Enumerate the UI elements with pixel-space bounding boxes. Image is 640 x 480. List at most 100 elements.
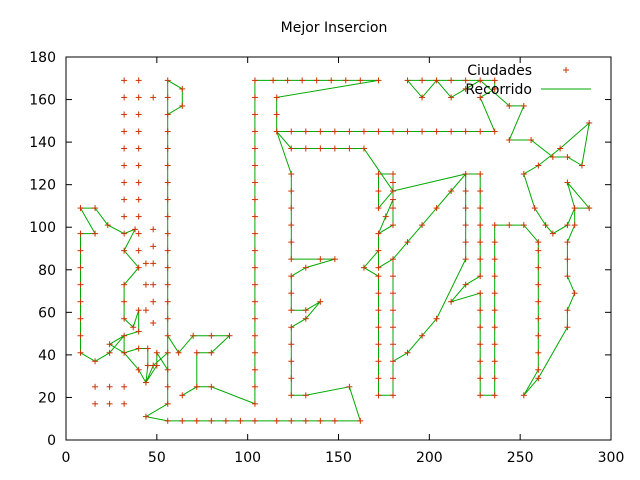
city-point — [302, 392, 309, 399]
city-point — [164, 145, 171, 152]
city-point — [135, 111, 142, 118]
city-point — [150, 226, 157, 233]
city-point — [564, 222, 571, 229]
city-point — [164, 247, 171, 254]
city-point — [491, 392, 498, 399]
city-point — [164, 111, 171, 118]
city-point — [448, 94, 455, 101]
city-point — [164, 162, 171, 169]
city-point — [77, 205, 84, 212]
city-point — [164, 77, 171, 84]
city-point — [535, 162, 542, 169]
city-point — [433, 205, 440, 212]
city-point — [288, 358, 295, 365]
city-point — [142, 260, 149, 267]
city-point — [564, 179, 571, 186]
city-point — [135, 345, 142, 352]
city-point — [328, 77, 335, 84]
city-point — [375, 171, 382, 178]
city-point — [164, 315, 171, 322]
city-point — [390, 256, 396, 263]
city-point — [135, 77, 142, 84]
city-point — [317, 145, 324, 152]
city-point — [121, 213, 128, 220]
y-tick-label: 160 — [29, 93, 56, 109]
city-point — [331, 145, 338, 152]
city-point — [135, 179, 142, 186]
city-point — [491, 273, 498, 280]
city-point — [288, 256, 295, 263]
city-point — [390, 205, 396, 212]
city-point — [251, 145, 258, 152]
city-point — [477, 290, 484, 297]
city-point — [346, 383, 353, 390]
city-point — [477, 94, 484, 101]
y-tick-label: 100 — [29, 220, 56, 236]
city-point — [520, 392, 527, 399]
city-point — [135, 162, 142, 169]
x-tick-label: 100 — [234, 450, 261, 466]
city-point — [77, 247, 84, 254]
city-point — [390, 179, 396, 186]
city-point — [586, 205, 593, 212]
city-point — [121, 383, 128, 390]
city-point — [179, 102, 186, 109]
city-point — [313, 77, 320, 84]
city-point — [164, 230, 171, 237]
city-point — [390, 358, 396, 365]
city-point — [251, 366, 258, 373]
city-point — [284, 77, 291, 84]
city-point — [375, 205, 382, 212]
city-point — [288, 239, 295, 246]
city-point — [317, 128, 324, 135]
city-point — [164, 349, 171, 356]
city-point — [288, 307, 295, 314]
city-point — [222, 417, 229, 424]
city-point — [535, 247, 542, 254]
city-point — [506, 136, 513, 143]
city-point — [288, 341, 295, 348]
city-point — [288, 290, 295, 297]
city-point — [535, 281, 542, 288]
city-point — [251, 196, 258, 203]
city-point — [135, 145, 142, 152]
city-point — [208, 417, 215, 424]
city-point — [251, 162, 258, 169]
city-point — [150, 281, 157, 288]
city-point — [375, 358, 382, 365]
city-point — [164, 383, 171, 390]
city-point — [390, 128, 396, 135]
city-point — [390, 290, 396, 297]
city-point — [251, 349, 258, 356]
city-point — [121, 111, 128, 118]
x-tick-label: 250 — [507, 450, 534, 466]
city-point — [135, 196, 142, 203]
legend: Ciudades Recorrido — [465, 63, 591, 98]
city-point — [535, 349, 542, 356]
x-tick-label: 150 — [325, 450, 352, 466]
city-point — [208, 349, 215, 356]
city-point — [375, 247, 382, 254]
city-point — [564, 256, 571, 263]
y-tick-label: 180 — [29, 50, 56, 66]
city-point — [462, 85, 469, 92]
city-point — [531, 205, 538, 212]
x-tick-label: 50 — [148, 450, 166, 466]
city-point — [121, 196, 128, 203]
city-point — [375, 392, 382, 399]
city-point — [135, 213, 142, 220]
city-point — [477, 392, 484, 399]
city-point — [164, 366, 171, 373]
y-tick-label: 120 — [29, 178, 56, 194]
city-point — [390, 222, 396, 229]
city-point — [144, 345, 151, 352]
y-tick-label: 20 — [38, 390, 56, 406]
city-point — [390, 171, 396, 178]
city-point — [390, 324, 396, 331]
y-tick-label: 40 — [38, 348, 56, 364]
city-point — [535, 366, 542, 373]
y-axis: 0 20 40 60 80 100 120 140 160 180 — [29, 50, 611, 449]
city-point — [520, 222, 527, 229]
city-point — [375, 290, 382, 297]
city-point — [404, 239, 411, 246]
